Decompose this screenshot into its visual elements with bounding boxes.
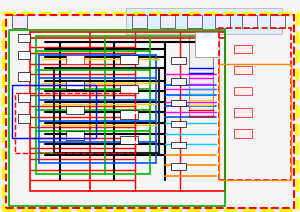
Bar — [234, 66, 252, 74]
Bar — [18, 34, 30, 42]
Bar — [120, 136, 138, 144]
Bar — [18, 72, 30, 81]
Bar — [160, 15, 175, 28]
Bar — [120, 110, 138, 119]
Bar — [215, 15, 230, 28]
Bar — [234, 45, 252, 53]
Bar — [9, 30, 225, 206]
Bar — [120, 85, 138, 93]
Bar — [189, 36, 213, 117]
Bar — [234, 87, 252, 95]
Bar — [12, 85, 96, 138]
Bar — [171, 78, 186, 85]
Bar — [219, 64, 291, 180]
Bar — [234, 108, 252, 117]
Bar — [270, 15, 285, 28]
Bar — [15, 93, 135, 153]
Bar — [18, 51, 30, 59]
Bar — [171, 100, 186, 106]
Bar — [171, 142, 186, 148]
Bar — [66, 81, 84, 89]
Bar — [54, 68, 159, 153]
Bar — [66, 106, 84, 114]
Bar — [171, 57, 186, 64]
Bar — [132, 15, 147, 28]
Bar — [12, 15, 27, 28]
Bar — [66, 55, 84, 64]
Bar — [171, 163, 186, 170]
Bar — [120, 55, 138, 64]
Bar — [66, 131, 84, 140]
Bar — [171, 121, 186, 127]
Bar — [219, 28, 291, 180]
Bar — [242, 15, 257, 28]
Bar — [18, 93, 30, 102]
Bar — [187, 15, 202, 28]
Bar — [126, 8, 282, 34]
Bar — [234, 129, 252, 138]
Bar — [195, 32, 219, 57]
Bar — [18, 114, 30, 123]
